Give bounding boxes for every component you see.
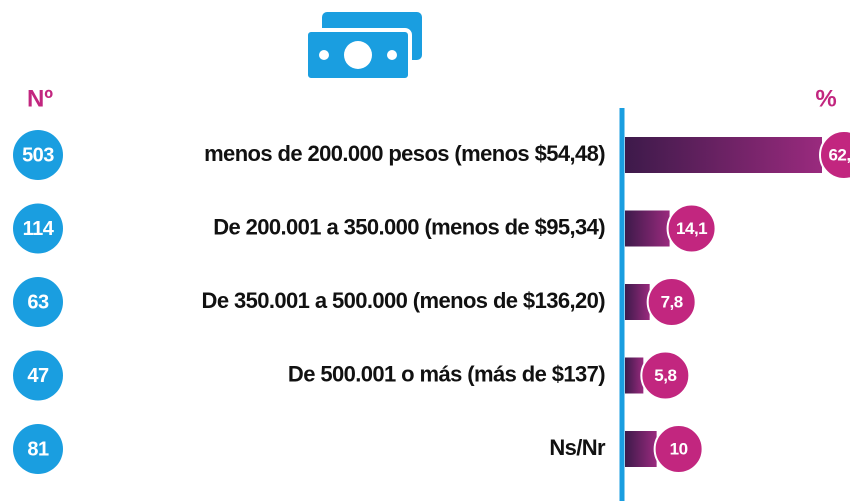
count-label: 63: [27, 291, 49, 313]
percent-label: 5,8: [654, 366, 676, 385]
money-icon: [304, 12, 422, 82]
count-label: 47: [27, 365, 49, 387]
category-label: Ns/Nr: [549, 435, 606, 460]
bar: [625, 284, 650, 320]
count-circle: [13, 203, 63, 254]
category-label: De 500.001 o más (más de $137): [288, 361, 605, 386]
count-circle: [13, 277, 63, 327]
percent-circle: [646, 277, 697, 327]
percent-label: 62,3: [828, 145, 850, 164]
count-label: 81: [27, 438, 49, 460]
bar: [625, 137, 822, 173]
percent-label: 10: [670, 439, 688, 458]
count-circle: [13, 130, 63, 180]
count-circle: [13, 424, 63, 474]
percent-label: 14,1: [676, 219, 707, 238]
bar: [625, 357, 644, 394]
count-label: 114: [23, 218, 55, 240]
percent-circle: [640, 350, 691, 401]
percent-circle: [819, 130, 850, 180]
count-header: Nº: [27, 85, 53, 112]
bar: [625, 210, 670, 247]
count-circle: [13, 350, 63, 401]
percent-circle: [666, 203, 717, 254]
percent-label: 7,8: [661, 292, 683, 311]
percent-circle: [653, 424, 704, 474]
count-label: 503: [22, 144, 54, 166]
category-label: De 350.001 a 500.000 (menos de $136,20): [202, 288, 606, 313]
category-label: menos de 200.000 pesos (menos $54,48): [204, 141, 605, 166]
bar: [625, 431, 657, 467]
percent-header: %: [815, 85, 836, 112]
category-label: De 200.001 a 350.000 (menos de $95,34): [213, 214, 605, 239]
